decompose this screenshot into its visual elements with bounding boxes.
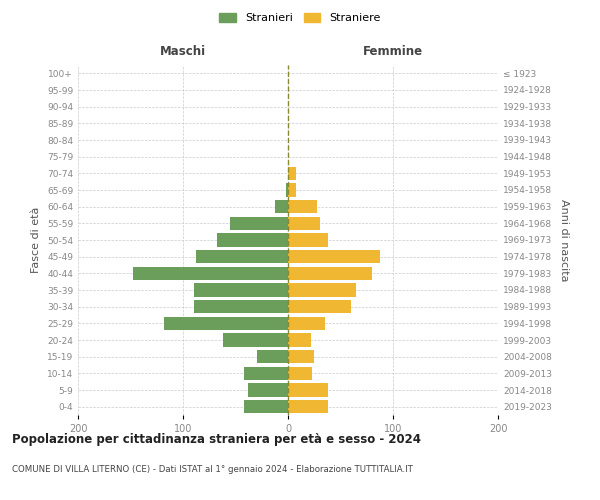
- Bar: [288, 300, 351, 314]
- Bar: [288, 216, 320, 230]
- Bar: [288, 400, 328, 413]
- Text: Popolazione per cittadinanza straniera per età e sesso - 2024: Popolazione per cittadinanza straniera p…: [12, 432, 421, 446]
- Bar: [248, 384, 288, 396]
- Bar: [288, 334, 311, 346]
- Bar: [288, 166, 296, 180]
- Bar: [288, 350, 314, 364]
- Bar: [275, 200, 288, 213]
- Bar: [288, 366, 312, 380]
- Bar: [193, 284, 288, 296]
- Legend: Stranieri, Straniere: Stranieri, Straniere: [215, 8, 385, 28]
- Bar: [288, 234, 328, 246]
- Y-axis label: Anni di nascita: Anni di nascita: [559, 198, 569, 281]
- Bar: [164, 316, 288, 330]
- Bar: [244, 400, 288, 413]
- Bar: [196, 250, 288, 264]
- Bar: [257, 350, 288, 364]
- Bar: [288, 184, 296, 196]
- Bar: [288, 266, 372, 280]
- Bar: [288, 284, 356, 296]
- Bar: [133, 266, 288, 280]
- Bar: [288, 200, 317, 213]
- Bar: [230, 216, 288, 230]
- Bar: [244, 366, 288, 380]
- Bar: [288, 316, 325, 330]
- Bar: [193, 300, 288, 314]
- Y-axis label: Fasce di età: Fasce di età: [31, 207, 41, 273]
- Bar: [288, 250, 380, 264]
- Text: Maschi: Maschi: [160, 46, 206, 59]
- Text: Femmine: Femmine: [363, 46, 423, 59]
- Text: COMUNE DI VILLA LITERNO (CE) - Dati ISTAT al 1° gennaio 2024 - Elaborazione TUTT: COMUNE DI VILLA LITERNO (CE) - Dati ISTA…: [12, 466, 413, 474]
- Bar: [286, 184, 288, 196]
- Bar: [223, 334, 288, 346]
- Bar: [217, 234, 288, 246]
- Bar: [288, 384, 328, 396]
